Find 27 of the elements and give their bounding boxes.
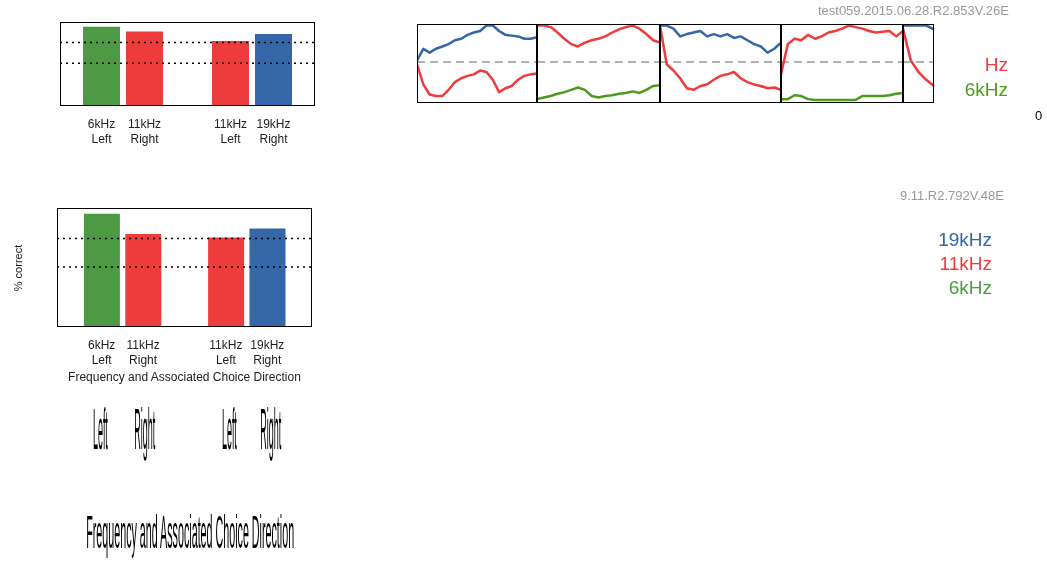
x-tick-label: 19kHz Right [256, 117, 291, 146]
legend-label: 6kHz [963, 78, 1008, 102]
y-axis-title: % correct [12, 244, 24, 291]
text: Frequency and Associated Choice Direction [86, 505, 294, 559]
bar [208, 237, 245, 327]
category-label: Left [221, 395, 237, 462]
category-label: Right [260, 395, 282, 462]
x-tick-label: 6kHz Left [88, 338, 116, 367]
x-tick-label: 6kHz Left [87, 117, 116, 146]
bar [83, 213, 120, 327]
legend-label: 11kHz [938, 252, 992, 276]
text: test059.2015.06.28.R2.853V.26E [817, 3, 1009, 18]
bar [125, 234, 162, 327]
x-tick-label: 11kHz Right [127, 117, 162, 146]
x-tick-label: 11kHz Left [213, 117, 248, 146]
legend-label: 19kHz [937, 228, 992, 252]
legend-label: 6kHz [947, 276, 992, 300]
text: 9.11.R2.792V.48E [899, 188, 1004, 203]
legend-label: Hz [983, 53, 1008, 77]
x-tick-label: 19kHz Right [250, 338, 285, 367]
text: 0 [1035, 108, 1043, 123]
category-label: Left [92, 395, 108, 462]
category-label: Right [134, 395, 156, 462]
x-tick-label: 11kHz Left [209, 338, 243, 367]
bar [249, 228, 286, 327]
x-tick-label: 11kHz Right [126, 338, 160, 367]
x-axis-title: Frequency and Associated Choice Direction [68, 370, 301, 384]
